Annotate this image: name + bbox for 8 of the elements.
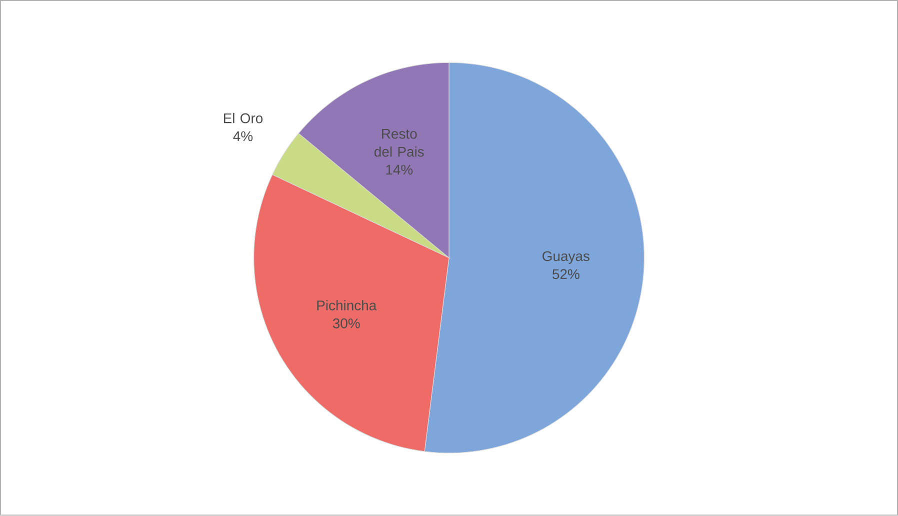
data-label: 4% [233, 132, 253, 142]
slice-label: Guayas [542, 251, 590, 264]
data-label: 14% [386, 165, 413, 175]
slice-label: Resto del Pais [374, 129, 424, 157]
slice-label: El Oro [224, 113, 263, 124]
slice-label: Pichincha [317, 300, 377, 311]
data-label: 52% [552, 269, 580, 280]
data-label: 30% [332, 318, 360, 329]
